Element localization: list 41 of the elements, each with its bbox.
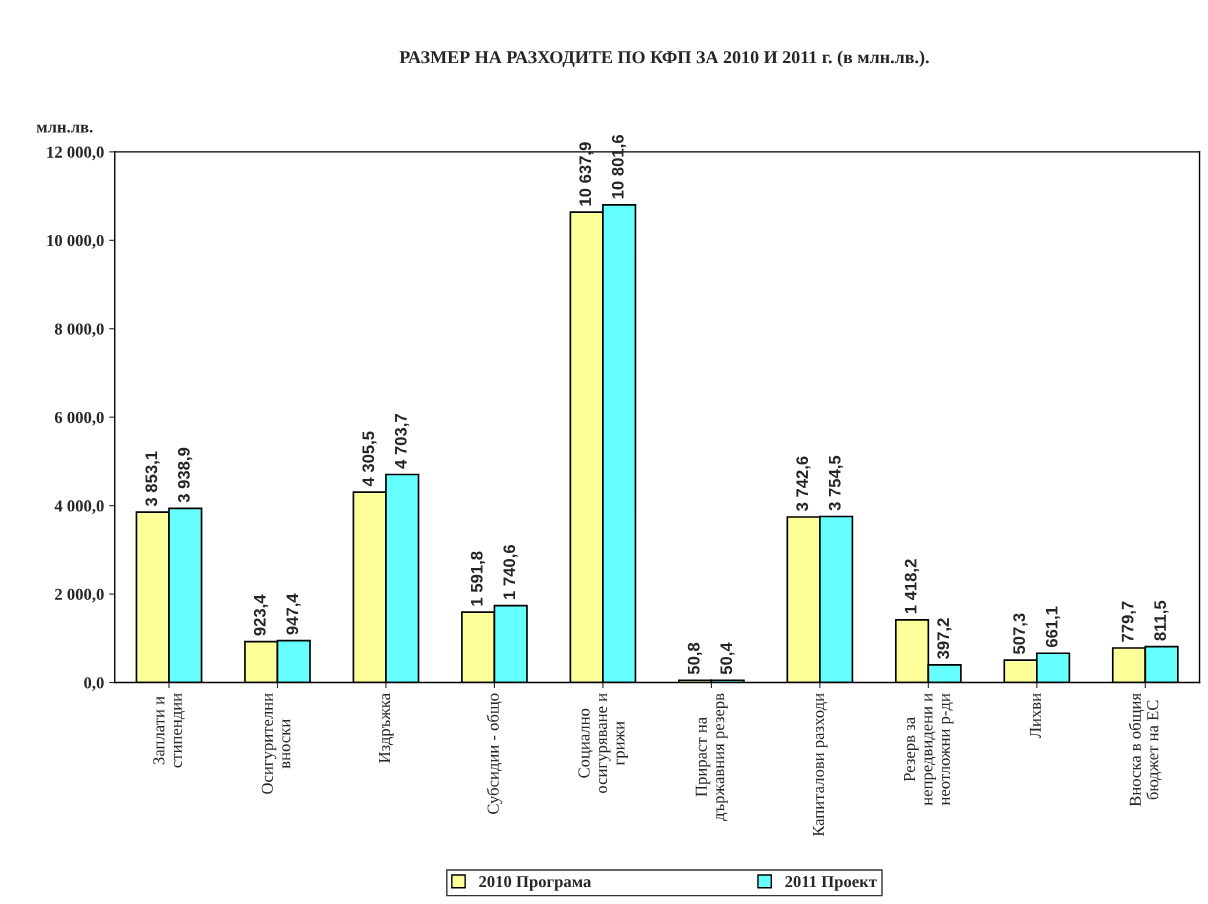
data-label: 4 703,7 bbox=[394, 414, 410, 469]
y-tick-label: 8 000,0 bbox=[54, 323, 104, 338]
data-label: 50,4 bbox=[720, 642, 735, 675]
data-label: 507,3 bbox=[1013, 613, 1028, 655]
x-tick-label: Капиталови разходи bbox=[812, 693, 828, 837]
x-tick-label: Заплати и стипендии bbox=[153, 693, 185, 768]
data-label: 947,4 bbox=[286, 593, 301, 635]
y-tick-label: 10 000,0 bbox=[47, 235, 104, 249]
x-tick-label: Осигурителни вноски bbox=[261, 693, 291, 794]
chart-title: РАЗМЕР НА РАЗХОДИТЕ ПО КФП ЗА 2010 И 2011 г. (в млн.лв.). bbox=[399, 50, 929, 67]
data-label: 3 742,6 bbox=[796, 456, 811, 512]
y-axis-title: млн.лв. bbox=[36, 124, 93, 133]
data-label: 811,5 bbox=[1154, 600, 1169, 641]
y-tick-label: 2 000,0 bbox=[55, 588, 104, 603]
data-label: 397,2 bbox=[937, 618, 952, 660]
x-tick-label: Резерв за непредвидени и неотложни р-ди bbox=[904, 693, 954, 806]
data-label: 3 853,1 bbox=[145, 451, 160, 507]
x-tick-label: Издръжка bbox=[379, 693, 394, 763]
y-tick-label: 6 000,0 bbox=[54, 411, 104, 426]
data-label: 10 637,9 bbox=[579, 142, 594, 206]
data-label: 1 740,6 bbox=[503, 544, 518, 599]
x-tick-label: Социално осигуряване и грижи bbox=[578, 693, 628, 793]
data-label: 923,4 bbox=[253, 594, 269, 636]
x-tick-label: Лихви bbox=[1029, 693, 1041, 739]
data-label: 3 938,9 bbox=[177, 447, 193, 503]
y-tick-label: 0,0 bbox=[84, 677, 104, 691]
data-label: 661,1 bbox=[1045, 606, 1060, 648]
x-tick-label: Прираст на държавния резерв bbox=[695, 693, 728, 821]
data-label: 50,8 bbox=[687, 642, 703, 675]
data-label: 4 305,5 bbox=[362, 431, 377, 487]
y-tick-label: 4 000,0 bbox=[54, 500, 104, 514]
data-label: 1 418,2 bbox=[904, 559, 919, 614]
data-label: 1 591,8 bbox=[470, 551, 486, 606]
data-label: 779,7 bbox=[1121, 601, 1136, 642]
y-tick-label: 12 000,0 bbox=[47, 146, 104, 161]
legend-label: 2010 Програма bbox=[479, 876, 592, 891]
legend-label: 2011 Проект bbox=[785, 876, 877, 891]
data-label: 10 801,6 bbox=[611, 135, 627, 199]
data-label: 3 754,5 bbox=[828, 455, 844, 511]
x-tick-label: Вноска в общия бюджет на ЕС bbox=[1128, 693, 1162, 807]
x-tick-label: Субсидии - общо bbox=[486, 693, 503, 815]
